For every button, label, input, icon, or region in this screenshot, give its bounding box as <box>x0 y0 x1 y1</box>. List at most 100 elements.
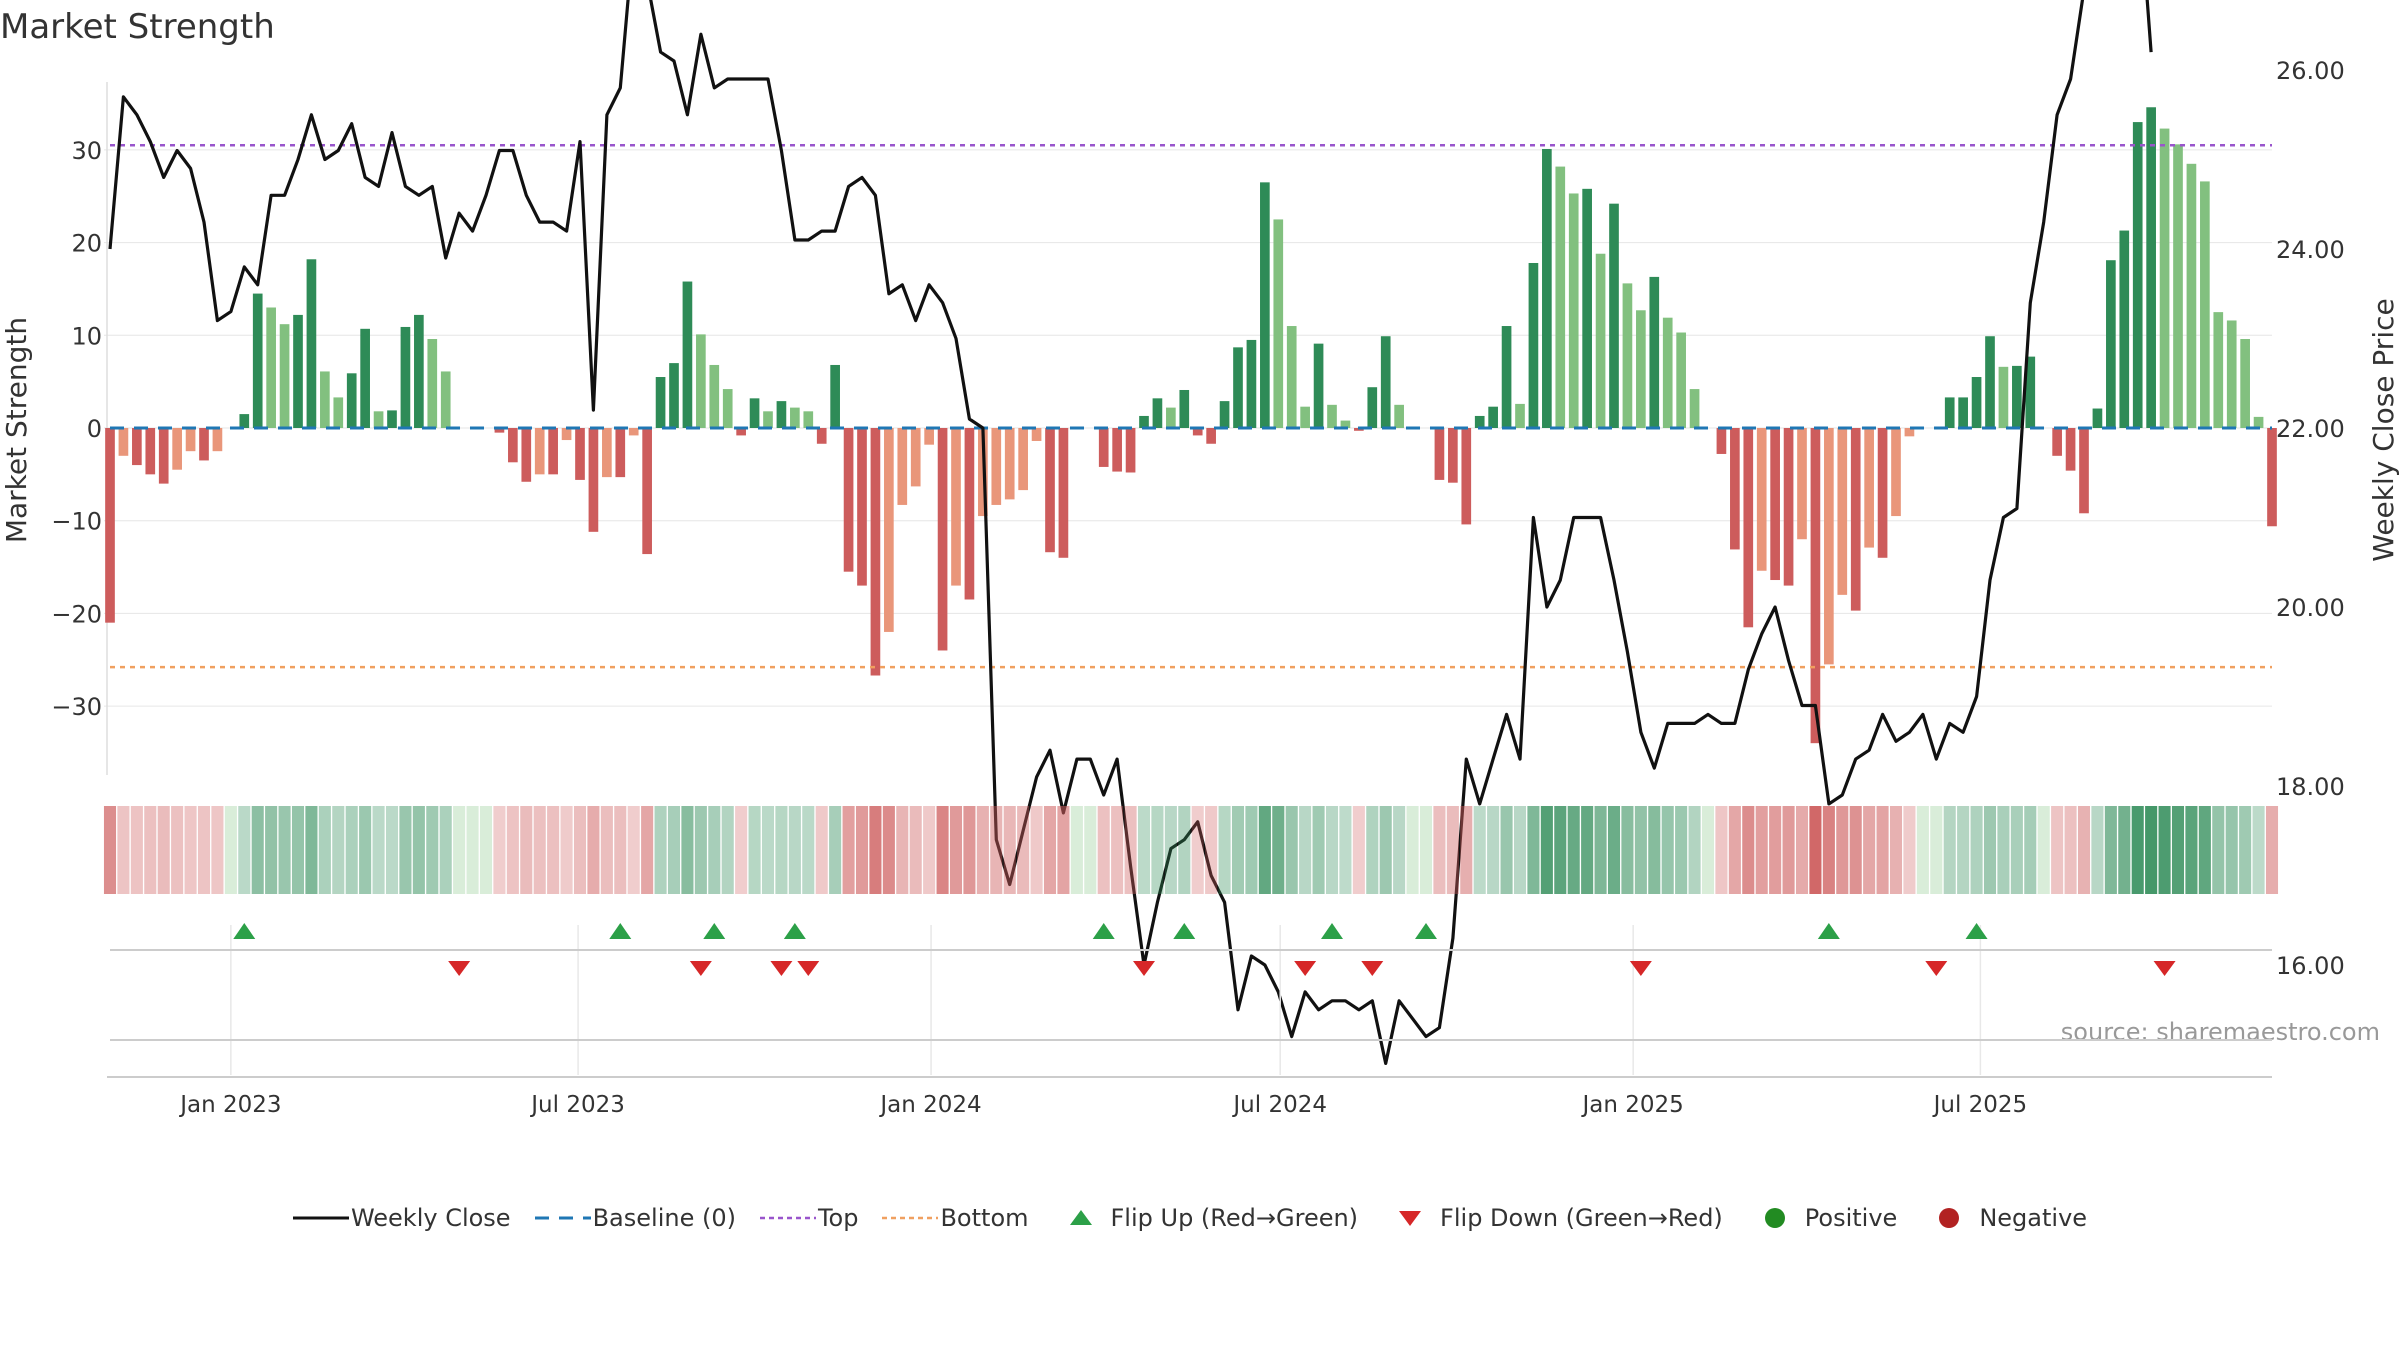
strength-bar <box>682 281 693 428</box>
strength-bar <box>1300 406 1310 428</box>
strip-cell <box>1943 806 1956 894</box>
strip-cell <box>1299 806 1312 894</box>
strength-bar <box>1595 253 1606 428</box>
flip-down-marker <box>770 961 793 976</box>
strip-cell <box>1379 806 1392 894</box>
strip-cell <box>1500 806 1513 894</box>
legend-item-flip-down: Flip Down (Green→Red) <box>1380 1204 1723 1232</box>
strip-cell <box>1661 806 1674 894</box>
flip-down-marker <box>1925 961 1948 976</box>
legend-item-positive: Positive <box>1745 1204 1897 1232</box>
strip-cell <box>2010 806 2023 894</box>
legend-label: Top <box>817 1204 859 1232</box>
strength-bar <box>1582 188 1592 428</box>
strip-cell <box>265 806 278 894</box>
legend-swatch-mark <box>1939 1208 1960 1228</box>
strength-bar <box>1877 428 1888 558</box>
strength-bar <box>279 324 290 428</box>
strip-cell <box>1017 806 1030 894</box>
strip-cell <box>976 806 989 894</box>
x-tick-label: Jul 2023 <box>529 1092 625 1118</box>
strength-bar <box>1152 398 1163 428</box>
strength-bar <box>1340 420 1351 428</box>
left-axis-label: Market Strength <box>0 317 33 543</box>
flip-down-marker <box>448 961 471 976</box>
flip-down-marker <box>797 961 820 976</box>
strength-bar <box>440 371 451 428</box>
flip-up-marker <box>1817 923 1840 939</box>
strip-cell <box>1997 806 2010 894</box>
strength-bar <box>2267 428 2277 527</box>
reference-lines <box>110 144 2272 669</box>
strength-bar <box>1662 317 1673 428</box>
strength-bar <box>991 428 1002 505</box>
strength-bar <box>494 428 505 433</box>
strength-bar <box>1394 404 1404 428</box>
strip-cell <box>735 806 748 894</box>
strip-cell <box>1701 806 1715 894</box>
strength-bar <box>1367 387 1378 428</box>
strip-cell <box>2265 806 2279 894</box>
strength-bar <box>1045 428 1055 553</box>
strength-bar <box>118 428 129 456</box>
strip-cell <box>2225 806 2238 894</box>
strip-cell <box>547 806 560 894</box>
strip-cell <box>1916 806 1929 894</box>
strip-cell <box>117 806 130 894</box>
strength-bar <box>1891 428 1901 517</box>
strip-cell <box>332 806 345 894</box>
strip-cell <box>493 806 506 894</box>
strip-cell <box>1567 806 1580 894</box>
right-tick-label: 22.00 <box>2276 415 2345 443</box>
strength-bar <box>548 428 558 475</box>
strength-bar <box>2200 181 2210 428</box>
strip-cell <box>1151 806 1164 894</box>
strength-bar <box>346 373 357 428</box>
flip-up-marker <box>1321 923 1343 939</box>
strength-bar <box>1474 415 1485 428</box>
axis-ticks: 3020100−10−20−3028.0026.0024.0022.0020.0… <box>51 57 2345 1118</box>
strength-bar <box>1770 428 1780 581</box>
legend-swatch-mark <box>1399 1211 1422 1226</box>
strip-cell <box>869 806 882 894</box>
strength-bar <box>1179 389 1190 428</box>
strip-cell <box>1178 806 1191 894</box>
strip-cell <box>788 806 801 894</box>
strength-bar <box>1743 428 1754 628</box>
strength-bar <box>790 407 800 428</box>
x-tick-label: Jul 2025 <box>1932 1092 2028 1118</box>
strength-bar <box>1004 428 1015 500</box>
strip-cell <box>278 806 291 894</box>
strength-bar <box>373 411 384 428</box>
strength-bar <box>2146 107 2156 429</box>
strip-cell <box>1903 806 1916 894</box>
strength-bar <box>1058 428 1069 558</box>
strip-cell <box>1164 806 1177 894</box>
strip-cell <box>614 806 627 894</box>
strip-cell <box>2037 806 2050 894</box>
strip-cell <box>1742 806 1755 894</box>
strip-cell <box>251 806 264 894</box>
strip-cell <box>506 806 519 894</box>
strip-cell <box>896 806 909 894</box>
strength-bar <box>924 428 934 445</box>
baseline-legend-swatch <box>534 1216 591 1220</box>
strength-bar <box>816 428 827 444</box>
right-tick-label: 24.00 <box>2276 236 2345 264</box>
strength-bar <box>1649 276 1660 428</box>
strip-cell <box>2171 806 2185 894</box>
strip-cell <box>2118 806 2131 894</box>
strength-bar <box>897 428 908 505</box>
strip-cell <box>359 806 372 894</box>
strength-bar <box>2065 428 2076 471</box>
strip-cell <box>1406 806 1419 894</box>
legend-item-negative: Negative <box>1919 1204 2087 1232</box>
strength-bar <box>534 428 545 475</box>
strip-cell <box>1809 806 1822 894</box>
strength-bar <box>561 428 572 441</box>
strength-bar <box>2226 320 2237 428</box>
strip-cell <box>2131 806 2144 894</box>
legend-swatch-mark <box>1764 1208 1785 1228</box>
strip-cell <box>2024 806 2037 894</box>
strip-cell <box>184 806 197 894</box>
